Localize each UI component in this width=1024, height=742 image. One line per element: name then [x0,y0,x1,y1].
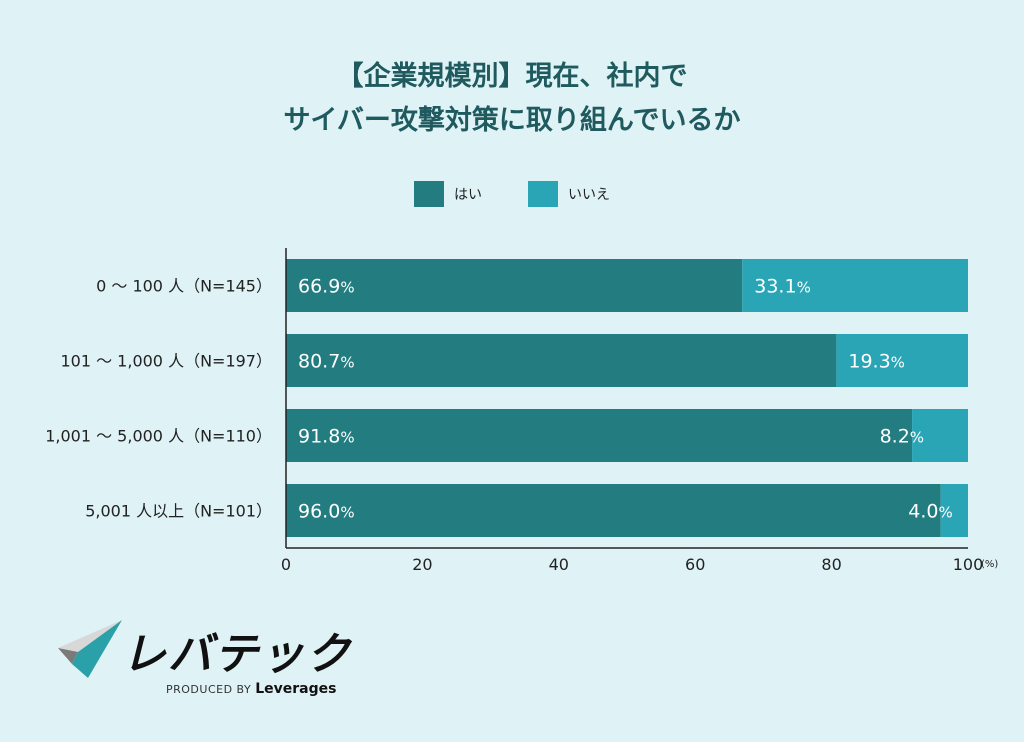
legend-label-no: いいえ [568,187,610,203]
x-tick-label: 0 [281,555,291,574]
data-label: 33.1% [754,276,811,298]
x-tick-label: 20 [412,555,432,574]
levtech-logo-mark [58,620,122,678]
bar-yes [286,259,743,312]
data-label: 91.8% [298,426,355,448]
x-tick-label: 60 [685,555,705,574]
bar-no [742,259,968,312]
category-label: 0 〜 100 人（N=145） [96,277,272,296]
category-label: 1,001 〜 5,000 人（N=110） [45,427,272,446]
x-tick-label: 80 [821,555,841,574]
legend-label-yes: はい [454,187,482,203]
legend-item-no: いいえ [528,181,610,207]
bar-yes [286,409,913,462]
data-label: 66.9% [298,276,355,298]
category-label: 5,001 人以上（N=101） [85,502,272,521]
legend-swatch-no [528,181,558,207]
data-label: 4.0% [908,501,952,523]
bar-no [912,409,968,462]
bar-yes [286,334,837,387]
brand-name: Leverages [255,681,337,697]
data-label: 8.2% [880,426,924,448]
bar-yes [286,484,941,537]
legend-swatch-yes [414,181,444,207]
bar-chart: 0 〜 100 人（N=145） 66.9% 33.1% 101 〜 1,000 人（… [45,248,998,574]
logo-text: レバテック [122,629,352,680]
legend: はい いいえ [0,181,1024,207]
legend-item-yes: はい [414,181,482,207]
category-label: 101 〜 1,000 人（N=197） [60,352,272,371]
data-label: 80.7% [298,351,355,373]
chart-title-line-2: サイバー攻撃対策に取り組んでいるか [283,105,741,136]
chart-title-line-1: 【企業規模別】現在、社内で [336,61,688,92]
bar-no [940,484,968,537]
x-tick-label: 100 [953,555,984,574]
data-label: 96.0% [298,501,355,523]
data-label: 19.3% [848,351,905,373]
bar-no [836,334,968,387]
produced-by: PRODUCED BY Leverages [166,681,336,697]
produced-by-label: PRODUCED BY [166,683,252,696]
x-tick-label: 40 [549,555,569,574]
x-axis-unit: (%) [981,559,998,570]
